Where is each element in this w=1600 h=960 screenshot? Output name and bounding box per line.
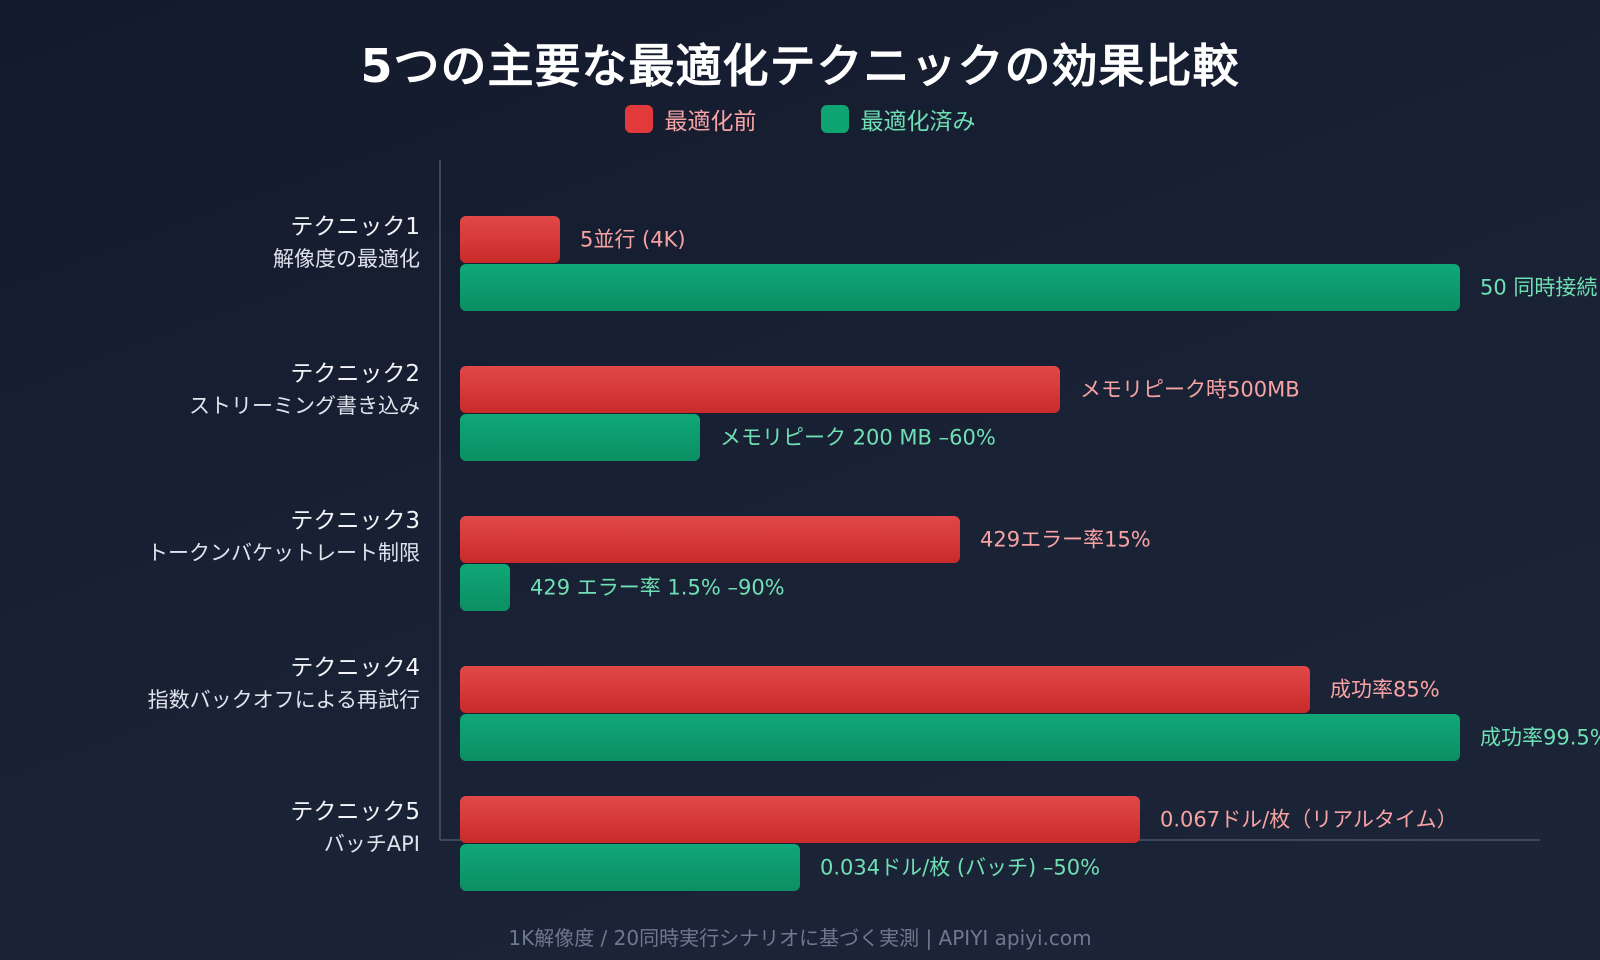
bar-before-1 bbox=[460, 216, 560, 263]
category-name: テクニック2 bbox=[290, 361, 420, 387]
bar-after-1 bbox=[460, 264, 1460, 311]
category-desc: バッチAPI bbox=[323, 832, 420, 856]
bar-label-before-2: メモリピーク時500MB bbox=[1080, 378, 1300, 402]
legend-swatch-before bbox=[624, 105, 653, 133]
chart-title: 5つの主要な最適化テクニックの効果比較 bbox=[360, 39, 1240, 93]
category-desc: 指数バックオフによる再試行 bbox=[147, 688, 420, 712]
legend: 最適化前 最適化済み bbox=[0, 102, 1600, 136]
category-desc: ストリーミング書き込み bbox=[189, 394, 420, 418]
bar-after-5 bbox=[460, 844, 800, 891]
category-name: テクニック1 bbox=[290, 214, 420, 240]
legend-item-after: 最適化済み bbox=[820, 102, 976, 136]
bar-after-3 bbox=[460, 564, 510, 611]
bar-label-before-4: 成功率85% bbox=[1330, 678, 1440, 702]
footer-note: 1K解像度 / 20同時実行シナリオに基づく実測 | APIYI apiyi.c… bbox=[508, 926, 1092, 950]
bar-after-2 bbox=[460, 414, 700, 461]
bar-label-after-5: 0.034ドル/枚 (バッチ) –50% bbox=[820, 856, 1100, 880]
category-name: テクニック5 bbox=[290, 799, 420, 825]
bar-label-after-2: メモリピーク 200 MB –60% bbox=[720, 426, 996, 450]
bar-label-after-4: 成功率99.5% bbox=[1480, 726, 1600, 750]
category-label-3: テクニック3 トークンバケットレート制限 bbox=[147, 505, 420, 569]
bar-label-before-1: 5並行 (4K) bbox=[580, 228, 686, 252]
category-desc: 解像度の最適化 bbox=[273, 247, 420, 271]
category-name: テクニック3 bbox=[290, 508, 420, 534]
category-label-5: テクニック5 バッチAPI bbox=[290, 796, 420, 860]
legend-item-before: 最適化前 bbox=[624, 102, 757, 136]
bar-label-before-5: 0.067ドル/枚（リアルタイム） bbox=[1160, 808, 1458, 832]
legend-label-before: 最適化前 bbox=[664, 109, 757, 135]
bar-before-2 bbox=[460, 366, 1060, 413]
bar-before-5 bbox=[460, 796, 1140, 843]
category-label-1: テクニック1 解像度の最適化 bbox=[273, 211, 420, 275]
bar-before-4 bbox=[460, 666, 1310, 713]
category-desc: トークンバケットレート制限 bbox=[147, 541, 420, 565]
bar-label-after-1: 50 同時接続 bbox=[1480, 276, 1597, 300]
bar-before-3 bbox=[460, 516, 960, 563]
category-label-4: テクニック4 指数バックオフによる再試行 bbox=[148, 652, 420, 716]
category-label-2: テクニック2 ストリーミング書き込み bbox=[189, 358, 420, 422]
bar-after-4 bbox=[460, 714, 1460, 761]
category-name: テクニック4 bbox=[290, 655, 420, 681]
bar-label-after-3: 429 エラー率 1.5% –90% bbox=[530, 576, 785, 600]
legend-swatch-after bbox=[820, 105, 849, 133]
legend-label-after: 最適化済み bbox=[860, 109, 976, 135]
bar-label-before-3: 429エラー率15% bbox=[980, 528, 1151, 552]
